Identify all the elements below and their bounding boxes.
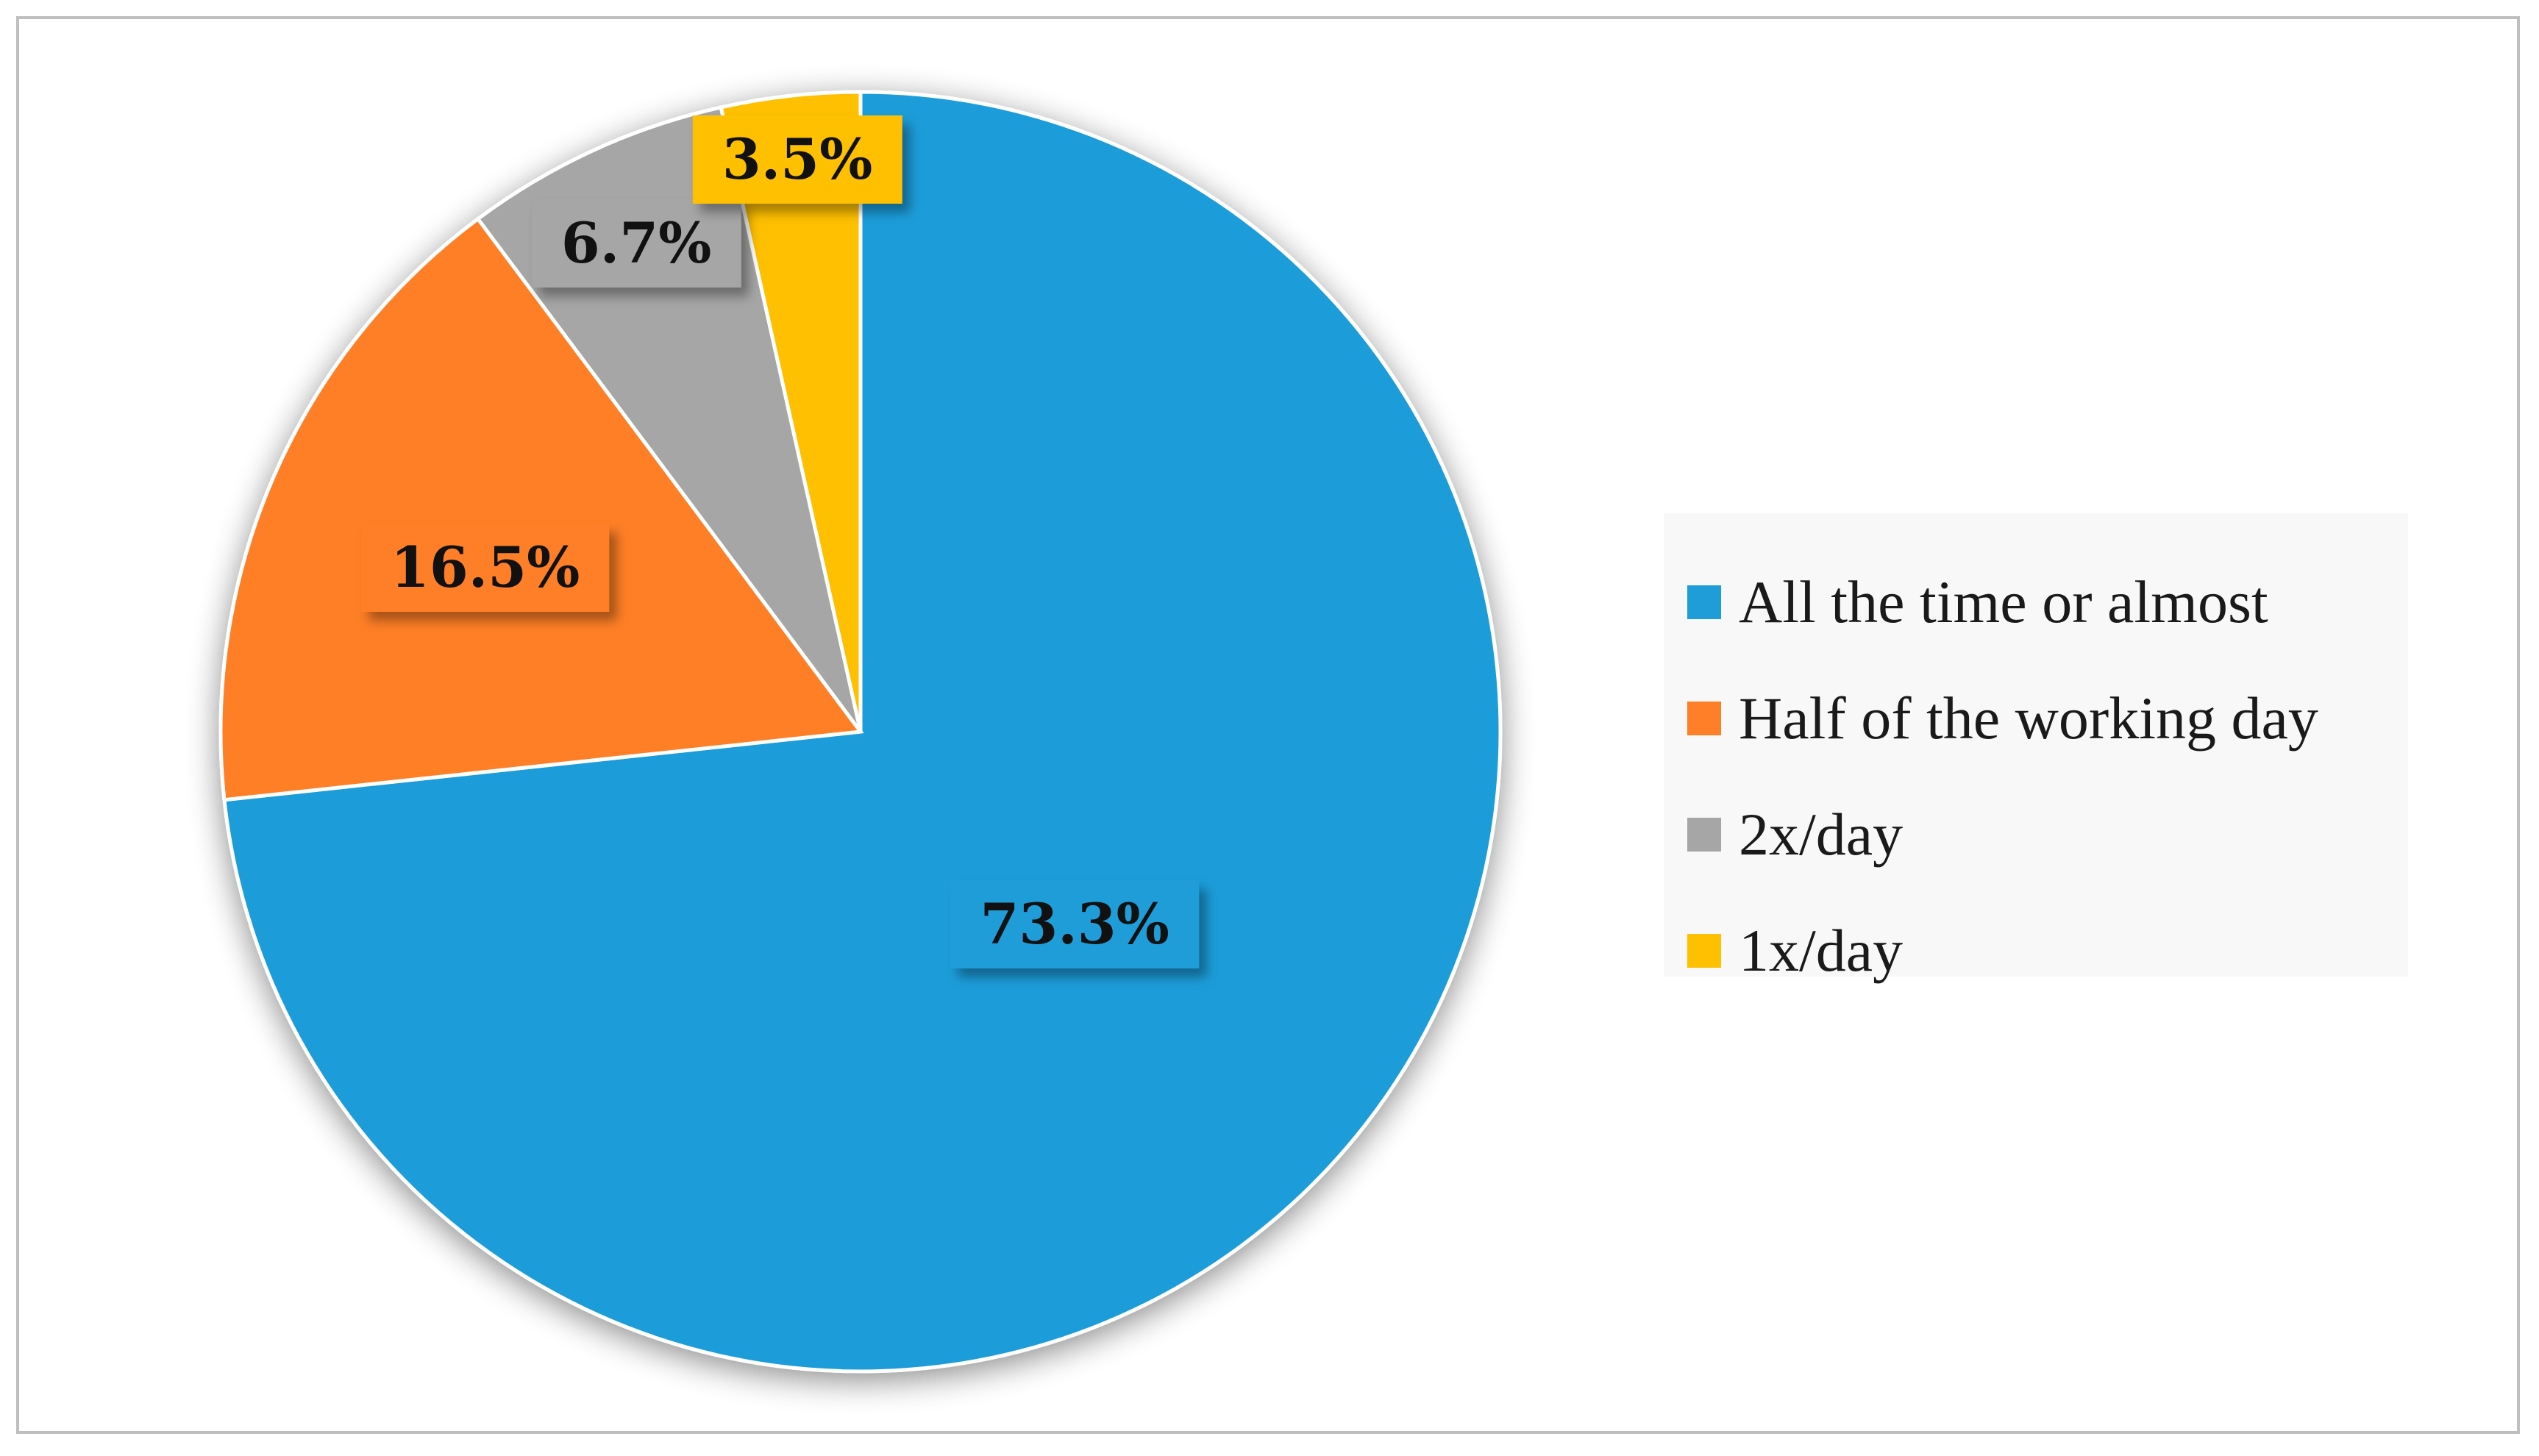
legend: All the time or almost Half of the worki… <box>1664 513 2408 984</box>
legend-label: 1x/day <box>1739 917 1904 984</box>
slice-1x-day <box>719 90 863 732</box>
legend-swatch <box>1687 702 1721 735</box>
data-label-half-day: 16.5% <box>361 524 610 613</box>
legend-label: 2x/day <box>1739 801 1904 868</box>
legend-item-2x-day: 2x/day <box>1687 777 2408 893</box>
legend-item-all-the-time: All the time or almost <box>1687 544 2408 660</box>
legend-swatch <box>1687 934 1721 968</box>
legend-item-half-day: Half of the working day <box>1687 660 2408 777</box>
data-label-all-the-time: 73.3% <box>950 879 1199 968</box>
data-label-1x-day: 3.5% <box>692 115 902 204</box>
legend-swatch <box>1687 585 1721 619</box>
legend-swatch <box>1687 818 1721 852</box>
legend-item-1x-day: 1x/day <box>1687 893 2408 1009</box>
legend-label: All the time or almost <box>1739 568 2268 635</box>
slice-half-day <box>218 216 864 802</box>
legend-label: Half of the working day <box>1739 685 2318 752</box>
data-label-2x-day: 6.7% <box>531 199 741 288</box>
